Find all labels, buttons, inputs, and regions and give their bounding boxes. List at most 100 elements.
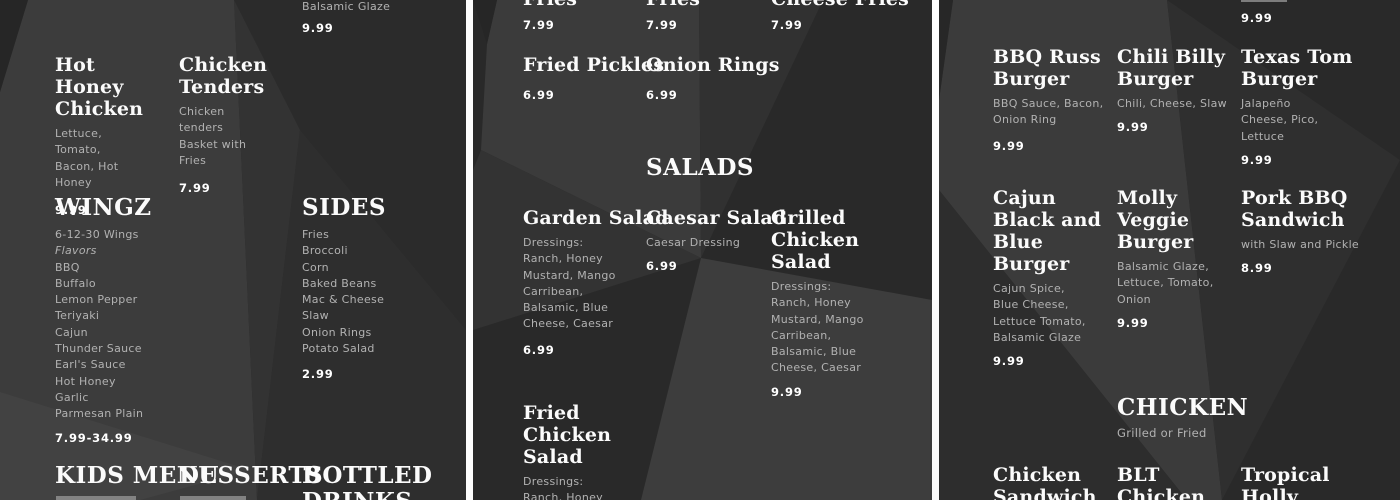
- item-description: Cajun Spice, Blue Cheese, Lettuce Tomato…: [993, 282, 1086, 344]
- menu-item-hot-honey-chicken: Hot Honey Chicken Lettuce, Tomato, Bacon…: [55, 54, 167, 217]
- menu-item-chicken-sandwich-cut: Chicken Sandwich: [993, 464, 1105, 500]
- item-title: Texas Tom Burger: [1241, 46, 1353, 90]
- item-title: Chicken Sandwich: [993, 464, 1097, 500]
- item-description: with Slaw and Pickle: [1241, 238, 1359, 251]
- item-description: Balsamic Glaze, Lettuce, Tomato, Onion: [1117, 260, 1214, 306]
- menu-item-cut-top: Balsamic Glaze 9.99: [302, 0, 390, 35]
- list-item: Garlic: [55, 390, 89, 404]
- cut-off-text: [180, 496, 246, 500]
- list-item: Fries: [302, 228, 330, 241]
- menu-panel-right: 9.99 BBQ Russ Burger BBQ Sauce, Bacon, O…: [939, 0, 1400, 500]
- list-item: Potato Salad: [302, 342, 375, 356]
- list-item: Flavors: [55, 244, 97, 258]
- list-item: Cajun: [55, 325, 88, 339]
- list-item: Slaw: [302, 309, 329, 323]
- item-title: BLT Chicken Sandwich: [1117, 464, 1206, 500]
- list-item: Thunder Sauce: [55, 342, 142, 356]
- item-title: BBQ Russ Burger: [993, 46, 1101, 90]
- panel-divider: [466, 0, 473, 500]
- item-price: 7.99: [771, 18, 803, 32]
- menu-section-salads: SALADS: [646, 155, 754, 181]
- item-title: Fries: [523, 0, 577, 10]
- item-description: Dressings: Ranch, Honey Mustard: [523, 475, 603, 500]
- item-price: 9.99: [993, 354, 1025, 369]
- list-item: 6-12-30 Wings: [55, 228, 139, 241]
- menu-item-caesar-salad: Caesar Salad Caesar Dressing 6.99: [646, 207, 786, 273]
- section-heading: SALADS: [646, 154, 755, 181]
- item-title: Cheese Fries: [771, 0, 909, 10]
- item-description: Chili, Cheese, Slaw: [1117, 97, 1227, 110]
- item-title: Caesar Salad: [646, 207, 787, 229]
- menu-item-grilled-chicken-salad: Grilled Chicken Salad Dressings: Ranch, …: [771, 207, 871, 399]
- menu-section-wingz: WINGZ 6-12-30 Wings Flavors BBQ Buffalo …: [55, 195, 152, 445]
- item-price: 6.99: [523, 342, 555, 357]
- item-title: Fried Chicken Salad: [523, 402, 612, 468]
- menu-item-bbq-russ-burger: BBQ Russ Burger BBQ Sauce, Bacon, Onion …: [993, 46, 1105, 153]
- menu-item-cheese-fries-cut: Cheese Fries 7.99: [771, 0, 909, 32]
- menu-panel-left: Balsamic Glaze 9.99 Hot Honey Chicken Le…: [0, 0, 466, 500]
- background-graphic: [0, 0, 466, 500]
- item-price: 7.99: [179, 181, 211, 196]
- item-price: 8.99: [1241, 261, 1273, 276]
- item-description: Balsamic Glaze: [302, 0, 391, 13]
- item-title: Tropical Holly: [1241, 464, 1330, 500]
- list-item: Teriyaki: [55, 309, 100, 323]
- list-item: Broccoli: [302, 244, 348, 258]
- menu-item-tropical-cut: Tropical Holly: [1241, 464, 1353, 500]
- menu-section-desserts: DESSERTS: [179, 463, 323, 489]
- menu-item-texas-tom-burger: Texas Tom Burger Jalapeño Cheese, Pico, …: [1241, 46, 1353, 167]
- item-price: 7.99: [523, 18, 555, 32]
- item-title: Fries: [646, 0, 700, 10]
- item-price: 9.99: [1117, 315, 1149, 330]
- list-item: Parmesan Plain: [55, 407, 144, 421]
- item-description: Dressings: Ranch, Honey Mustard, Mango C…: [771, 280, 864, 375]
- sides-list: Fries Broccoli Corn Baked Beans Mac & Ch…: [302, 227, 386, 357]
- item-price: 6.99: [646, 88, 678, 102]
- menu-item-chili-billy-burger: Chili Billy Burger Chili, Cheese, Slaw 9…: [1117, 46, 1229, 134]
- menu-item-cajun-black-and-blue-burger: Cajun Black and Blue Burger Cajun Spice,…: [993, 187, 1105, 368]
- section-heading: DESSERTS: [179, 462, 324, 489]
- item-description: Lettuce, Tomato, Bacon, Hot Honey: [55, 127, 119, 189]
- item-title: Grilled Chicken Salad: [771, 207, 860, 273]
- section-heading-line1: BOTTLED: [302, 462, 433, 489]
- menu-item-fried-pickles: Fried Pickles 6.99: [523, 54, 664, 102]
- section-heading: CHICKEN: [1117, 394, 1249, 421]
- list-item: Corn: [302, 260, 329, 274]
- section-heading-line2: DRINKS: [302, 489, 432, 500]
- cut-off-text: [56, 496, 136, 500]
- list-item: Lemon Pepper: [55, 293, 138, 307]
- item-description: Dressings: Ranch, Honey Mustard, Mango C…: [523, 236, 616, 331]
- item-title: Molly Veggie Burger: [1117, 187, 1194, 253]
- menu-item-fries-cut: Fries 7.99: [646, 0, 700, 32]
- menu-section-kids-menu: KIDS MENU: [55, 463, 219, 489]
- item-title: Chili Billy Burger: [1117, 46, 1226, 90]
- menu-item-pork-bbq-sandwich: Pork BBQ Sandwich with Slaw and Pickle 8…: [1241, 187, 1359, 275]
- item-price: 6.99: [646, 259, 678, 274]
- menu-item-blt-chicken-sandwich-cut: BLT Chicken Sandwich: [1117, 464, 1229, 500]
- item-description: Chicken tenders Basket with Fries: [179, 105, 247, 167]
- section-heading: WINGZ: [55, 194, 152, 221]
- menu-item-onion-rings: Onion Rings 6.99: [646, 54, 780, 102]
- item-title: Onion Rings: [646, 54, 780, 76]
- item-price: 9.99: [302, 21, 334, 36]
- item-price: 7.99-34.99: [55, 430, 133, 445]
- item-title: Chicken Tenders: [179, 54, 268, 98]
- menu-item-fries-cut: Fries 7.99: [523, 0, 577, 32]
- menu-section-chicken: CHICKEN Grilled or Fried: [1117, 395, 1248, 441]
- menu-item-chicken-tenders: Chicken Tenders Chicken tenders Basket w…: [179, 54, 291, 195]
- list-item: Mac & Cheese: [302, 293, 385, 307]
- section-heading: BOTTLEDDRINKS: [302, 463, 432, 500]
- item-title: Garden Salad: [523, 207, 669, 229]
- item-description: Jalapeño Cheese, Pico, Lettuce: [1241, 97, 1319, 143]
- item-title: Cajun Black and Blue Burger: [993, 187, 1102, 275]
- item-price: 9.99: [771, 384, 803, 399]
- section-heading: SIDES: [302, 194, 386, 221]
- menu-item-garden-salad: Garden Salad Dressings: Ranch, Honey Mus…: [523, 207, 669, 357]
- list-item: Baked Beans: [302, 276, 377, 290]
- item-price: 2.99: [302, 367, 334, 382]
- background-graphic: [939, 0, 1400, 500]
- item-price: 9.99: [55, 203, 87, 218]
- menu-section-bottled-drinks: BOTTLEDDRINKS: [302, 463, 432, 500]
- menu-item-molly-veggie-burger: Molly Veggie Burger Balsamic Glaze, Lett…: [1117, 187, 1229, 330]
